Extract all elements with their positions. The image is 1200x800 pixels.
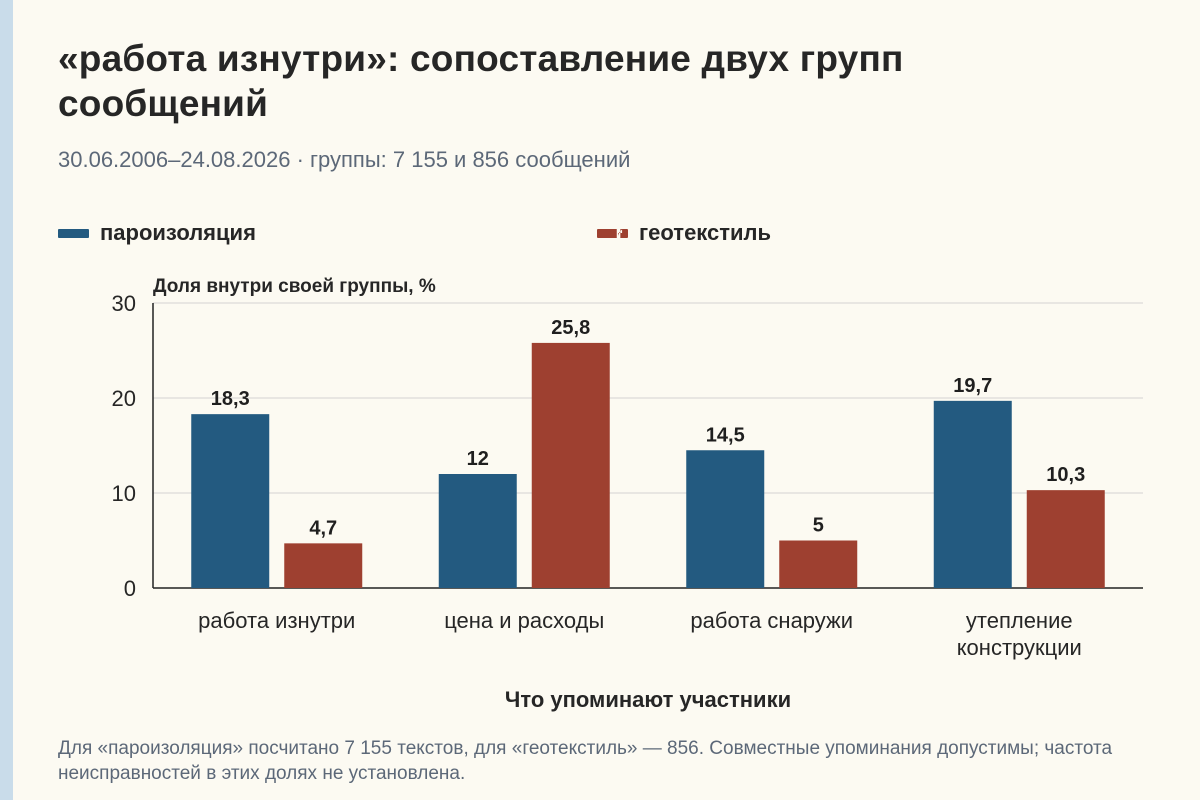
legend-label-series-2: геотекстиль bbox=[639, 220, 772, 245]
bar-series-1-2 bbox=[686, 450, 765, 588]
data-label-series-2-0: 4,7 bbox=[309, 517, 337, 539]
x-tick-label-0: работа изнутри bbox=[198, 608, 355, 633]
x-tick-label-2: работа снаружи bbox=[690, 608, 853, 633]
x-tick-label-1: цена и расходы bbox=[444, 608, 604, 633]
y-tick-label-20: 20 bbox=[112, 386, 136, 411]
chart-subtitle: 30.06.2006–24.08.2026 · группы: 7 155 и … bbox=[58, 147, 631, 172]
data-label-series-1-2: 14,5 bbox=[706, 424, 745, 446]
x-tick-label-3-line-1: конструкции bbox=[957, 635, 1082, 660]
data-label-series-1-3: 19,7 bbox=[953, 375, 992, 397]
data-label-series-2-3: 10,3 bbox=[1046, 464, 1085, 486]
bar-series-2-2 bbox=[779, 540, 858, 588]
y-tick-label-10: 10 bbox=[112, 481, 136, 506]
footer-note: Для «пароизоляция» посчитано 7 155 текст… bbox=[58, 738, 1113, 784]
y-tick-label-0: 0 bbox=[124, 576, 136, 601]
legend-item-series-2: геотекстиль bbox=[597, 219, 771, 247]
legend-label-series-1: пароизоляция bbox=[100, 220, 256, 245]
data-label-series-2-1: 25,8 bbox=[551, 317, 590, 339]
bar-series-2-1 bbox=[531, 342, 610, 588]
legend-swatch-series-2 bbox=[597, 228, 628, 238]
chart-title: «работа изнутри»: сопоставление двух гру… bbox=[58, 38, 904, 124]
left-accent-strip bbox=[0, 0, 13, 800]
y-axis-label: Доля внутри своей группы, % bbox=[153, 276, 436, 297]
data-label-series-1-0: 18,3 bbox=[211, 388, 250, 410]
bar-series-1-0 bbox=[191, 414, 270, 588]
y-tick-label-30: 30 bbox=[112, 291, 136, 316]
legend-swatch-series-1 bbox=[58, 228, 89, 238]
bar-series-2-3 bbox=[1026, 490, 1105, 588]
x-axis-label: Что упоминают участники bbox=[505, 687, 791, 712]
data-label-series-2-2: 5 bbox=[813, 515, 824, 537]
bar-series-2-0 bbox=[284, 543, 363, 588]
bar-series-1-1 bbox=[438, 474, 517, 588]
data-label-series-1-1: 12 bbox=[467, 448, 489, 470]
bar-series-1-3 bbox=[933, 400, 1012, 588]
x-tick-label-3-line-0: утепление bbox=[966, 608, 1073, 633]
legend-item-series-1: пароизоляция bbox=[58, 219, 256, 247]
